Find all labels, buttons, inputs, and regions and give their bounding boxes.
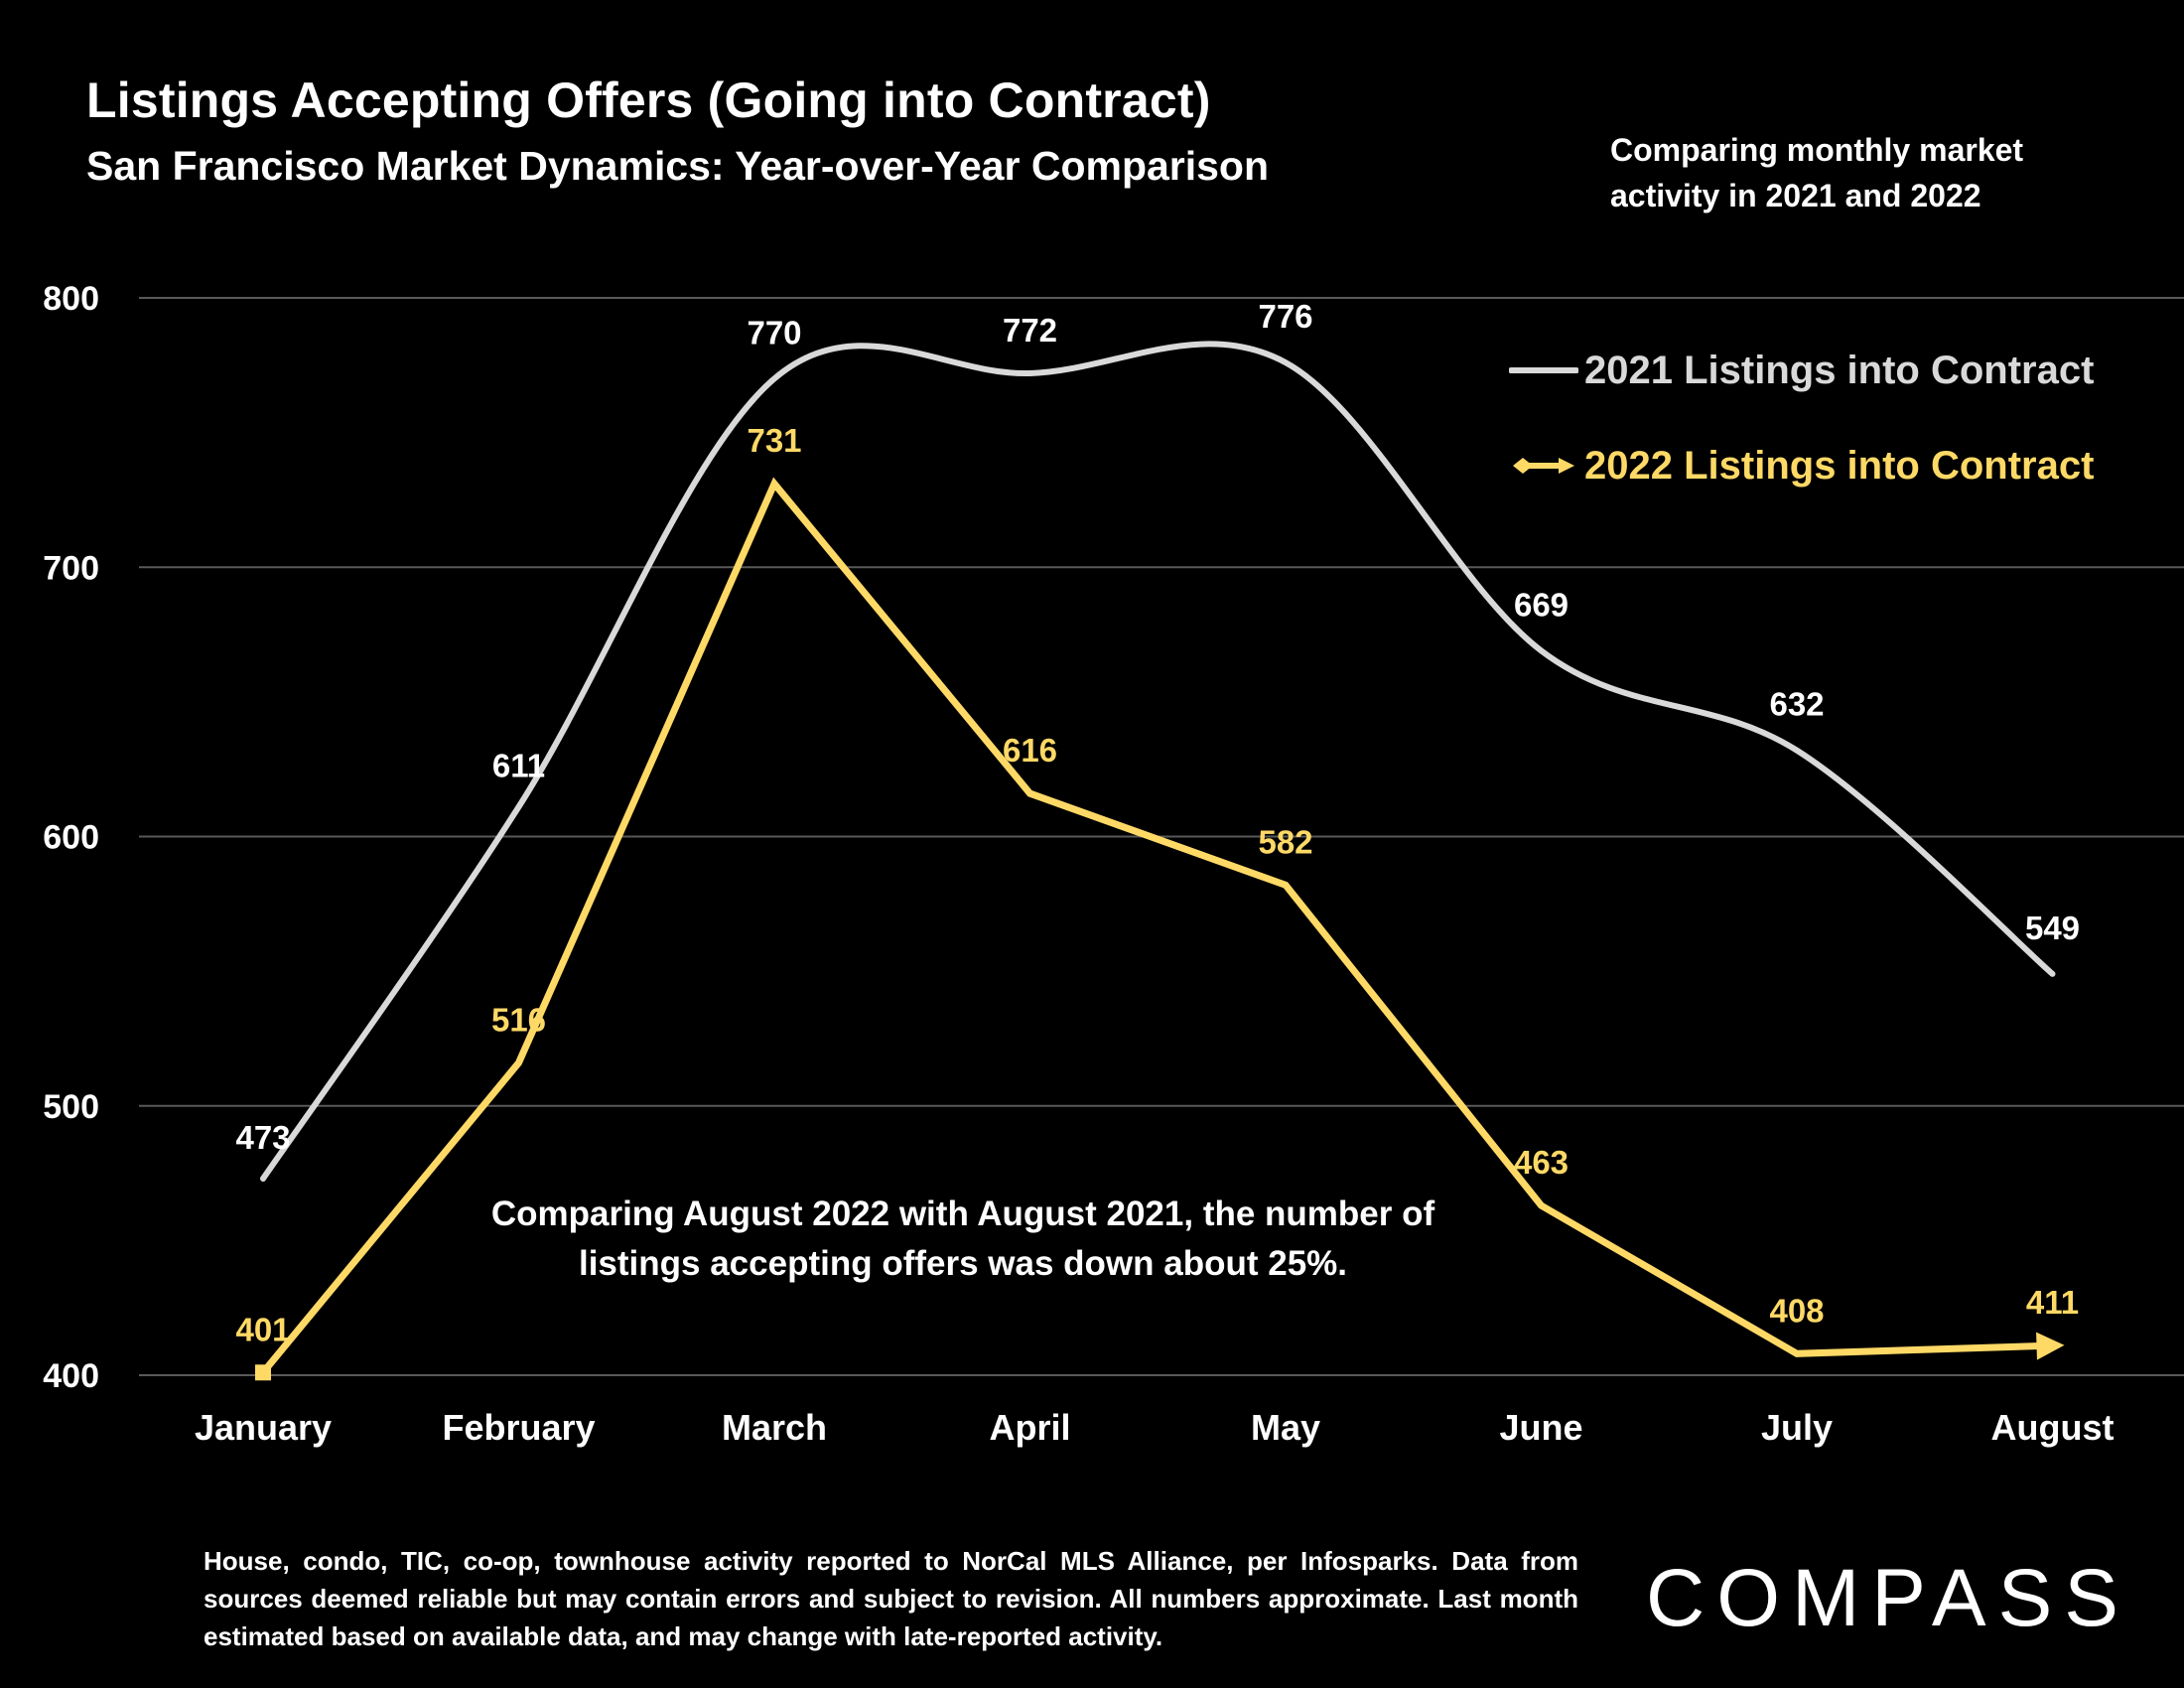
y-tick-label: 800 — [43, 280, 99, 318]
data-label-2021: 473 — [235, 1119, 290, 1156]
data-label-2021: 669 — [1514, 586, 1569, 623]
source-footnote: House, condo, TIC, co-op, townhouse acti… — [204, 1546, 1578, 1651]
data-label-2021: 776 — [1258, 298, 1312, 335]
data-label-2021: 770 — [747, 314, 801, 351]
x-tick-label: August — [1991, 1407, 2115, 1448]
x-tick-label: May — [1251, 1407, 1320, 1448]
data-label-2022: 408 — [1769, 1292, 1824, 1329]
x-axis-ticks: January February March April May June July Augu… — [195, 1407, 2115, 1448]
data-label-2022: 516 — [491, 1001, 546, 1038]
chart-title: Listings Accepting Offers (Going into Co… — [86, 72, 1211, 128]
data-label-2022: 463 — [1514, 1144, 1569, 1181]
x-tick-label: April — [989, 1407, 1070, 1448]
data-label-2022: 411 — [2026, 1284, 2079, 1321]
data-label-2021: 772 — [1003, 312, 1057, 349]
legend-label-2021: 2021 Listings into Contract — [1584, 348, 2095, 392]
y-tick-label: 400 — [43, 1357, 99, 1395]
y-tick-label: 600 — [43, 819, 99, 857]
data-label-2022: 731 — [747, 422, 801, 459]
data-label-2022: 582 — [1258, 823, 1312, 860]
legend-item-2022[interactable]: 2022 Listings into Contract — [1509, 441, 2094, 491]
data-label-2022: 401 — [235, 1311, 290, 1347]
yoy-annotation: Comparing August 2022 with August 2021, … — [490, 1195, 1435, 1283]
data-label-2021: 549 — [2025, 910, 2080, 946]
legend-item-2021[interactable]: 2021 Listings into Contract — [1509, 346, 2094, 395]
series-lines — [255, 341, 2065, 1381]
legend-label-2022: 2022 Listings into Contract — [1584, 443, 2095, 488]
y-axis-ticks: 400 500 600 700 800 — [43, 280, 99, 1395]
comparison-note: Comparing monthly market activity in 202… — [1610, 132, 2024, 213]
x-tick-label: January — [195, 1407, 332, 1448]
legend-swatch-2022 — [1513, 458, 1574, 474]
x-tick-label: June — [1499, 1407, 1582, 1448]
data-labels: 473 611 770 772 776 669 632 549 401 516 731 616 582 4… — [235, 298, 2080, 1347]
data-label-2022: 616 — [1003, 732, 1057, 769]
data-label-2021: 632 — [1769, 686, 1824, 723]
compass-logo: COMPASS — [1646, 1553, 2130, 1643]
series-2022-end-arrow — [2036, 1332, 2065, 1360]
data-label-2021: 611 — [492, 748, 545, 784]
y-tick-label: 500 — [43, 1088, 99, 1126]
series-2022-start-marker — [255, 1364, 271, 1381]
x-tick-label: July — [1761, 1407, 1833, 1448]
x-tick-label: March — [722, 1407, 827, 1448]
series-2022-line — [260, 477, 2053, 1375]
chart-subtitle: San Francisco Market Dynamics: Year-over… — [86, 143, 1270, 189]
x-tick-label: February — [442, 1407, 595, 1448]
series-2021-line — [260, 341, 2056, 1182]
y-tick-label: 700 — [43, 549, 99, 587]
legend-swatch-2021 — [1509, 367, 1578, 373]
